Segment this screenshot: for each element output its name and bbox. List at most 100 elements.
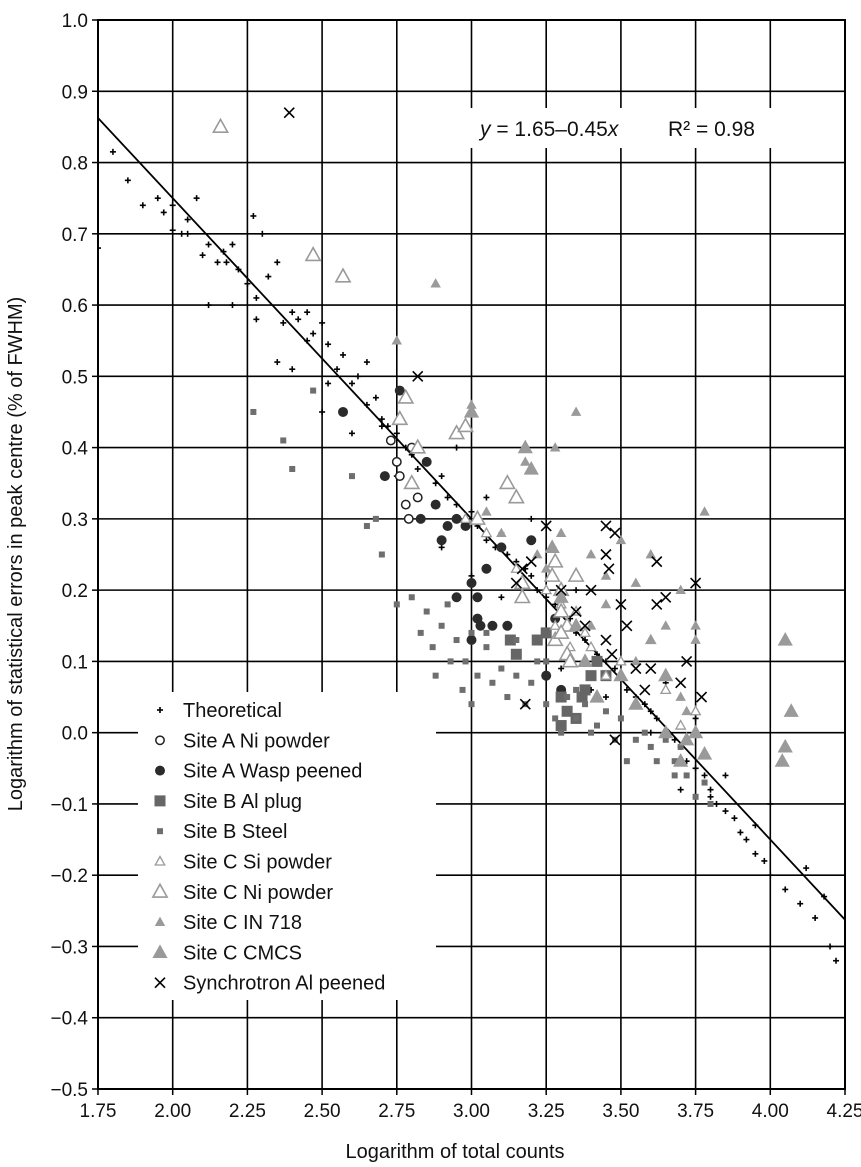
point-theoretical: [378, 423, 385, 430]
point-theoretical: [677, 786, 684, 793]
point-theoretical: [334, 366, 341, 373]
point-theoretical: [528, 515, 535, 522]
point-site-a-ni-powder: [385, 435, 396, 446]
point-site-c-ni-powder: [334, 267, 352, 283]
point-site-a-wasp-peened: [466, 578, 477, 589]
point-site-a-wasp-peened: [526, 535, 537, 546]
point-site-c-cmcs: [774, 753, 790, 767]
point-synchrotron-al-peened: [519, 698, 531, 710]
point-theoretical: [558, 665, 565, 672]
equation-x-var: x: [607, 118, 620, 141]
y-tick-label: 1.0: [62, 11, 88, 32]
point-site-c-ni-powder: [552, 623, 570, 639]
point-site-c-cmcs: [688, 724, 704, 739]
point-theoretical: [432, 480, 439, 487]
point-theoretical: [543, 594, 550, 601]
y-tick-label: 0.7: [62, 225, 88, 246]
point-theoretical: [767, 800, 774, 807]
point-theoretical: [444, 494, 451, 501]
point-site-b-steel: [671, 772, 678, 779]
point-theoretical: [498, 594, 505, 601]
equation-text: y = 1.65–0.45x: [478, 118, 620, 141]
point-site-b-steel: [617, 715, 624, 722]
point-theoretical: [169, 227, 176, 234]
point-site-b-al-plug: [555, 720, 567, 732]
equation-rhs: = 1.65–0.45: [491, 118, 608, 141]
point-theoretical: [348, 380, 355, 387]
point-site-b-steel: [468, 701, 475, 708]
legend-label: Site B Steel: [183, 821, 288, 843]
point-site-c-si-powder: [480, 526, 493, 538]
point-site-b-steel: [588, 729, 595, 736]
point-site-c-in-718: [615, 534, 627, 545]
point-site-c-ni-powder: [212, 117, 229, 133]
point-site-c-in-718: [690, 634, 701, 644]
point-site-b-steel: [543, 701, 550, 708]
legend-label: Site C IN 718: [183, 912, 302, 934]
point-site-c-si-powder: [615, 655, 627, 666]
point-site-c-in-718: [430, 278, 441, 288]
point-theoretical: [611, 665, 618, 672]
point-site-c-in-718: [600, 598, 612, 609]
y-tick-label: −0.5: [50, 1080, 88, 1101]
point-theoretical: [205, 241, 212, 248]
point-site-c-ni-powder: [391, 409, 409, 426]
x-tick-label: 2.25: [229, 1101, 266, 1122]
point-site-c-in-718: [585, 620, 597, 630]
point-theoretical: [641, 701, 648, 708]
point-site-c-in-718: [570, 406, 582, 416]
point-theoretical: [274, 259, 281, 266]
x-tick-label: 1.75: [80, 1101, 117, 1122]
point-site-c-cmcs: [658, 724, 674, 739]
point-site-b-al-plug: [585, 670, 597, 682]
plot-frame: [97, 19, 846, 1090]
legend-marker: [154, 977, 166, 989]
point-site-c-ni-powder: [468, 509, 486, 525]
point-site-c-cmcs: [628, 696, 644, 710]
x-tick-label: 3.00: [453, 1101, 490, 1122]
point-site-c-in-718: [481, 506, 492, 516]
legend-label: Synchrotron Al peened: [183, 973, 385, 995]
point-site-b-steel: [632, 736, 639, 743]
point-theoretical: [169, 202, 176, 209]
legend-label: Site B Al plug: [183, 791, 302, 813]
point-synchrotron-al-peened: [600, 634, 612, 646]
point-theoretical: [623, 686, 630, 693]
point-theoretical: [348, 430, 355, 437]
point-theoretical: [737, 829, 744, 836]
y-tick-label: 0.1: [62, 652, 88, 673]
point-synchrotron-al-peened: [585, 584, 597, 596]
point-site-a-wasp-peened: [394, 385, 405, 396]
point-site-b-steel: [393, 601, 400, 608]
point-site-b-steel: [453, 637, 460, 644]
point-theoretical: [713, 800, 720, 807]
point-site-c-cmcs: [696, 746, 713, 760]
y-tick-label: 0.2: [62, 581, 88, 602]
point-site-a-wasp-peened: [466, 635, 477, 646]
point-site-c-si-powder: [689, 704, 702, 716]
point-site-b-steel: [513, 672, 520, 679]
point-theoretical: [453, 444, 460, 451]
point-site-c-ni-powder: [546, 552, 564, 568]
point-site-b-steel: [459, 686, 466, 693]
point-theoretical: [319, 408, 326, 415]
r-squared: R² = 0.98: [668, 118, 755, 141]
point-synchrotron-al-peened: [555, 584, 567, 596]
point-site-c-ni-powder: [409, 438, 427, 454]
point-theoretical: [259, 230, 266, 237]
point-theoretical: [363, 359, 370, 366]
point-site-b-al-plug: [576, 691, 588, 703]
point-site-a-ni-powder: [412, 492, 423, 503]
point-site-c-in-718: [645, 634, 657, 644]
point-site-b-al-plug: [579, 684, 591, 696]
point-site-c-ni-powder: [498, 474, 516, 490]
point-theoretical: [582, 637, 589, 644]
point-site-b-steel: [534, 658, 541, 665]
point-site-c-cmcs: [777, 738, 793, 753]
point-site-a-wasp-peened: [338, 406, 349, 417]
point-theoretical: [154, 195, 161, 202]
point-synchrotron-al-peened: [603, 563, 615, 575]
point-site-c-in-718: [675, 691, 686, 701]
point-site-a-wasp-peened: [487, 620, 498, 631]
legend-marker: [152, 944, 168, 958]
